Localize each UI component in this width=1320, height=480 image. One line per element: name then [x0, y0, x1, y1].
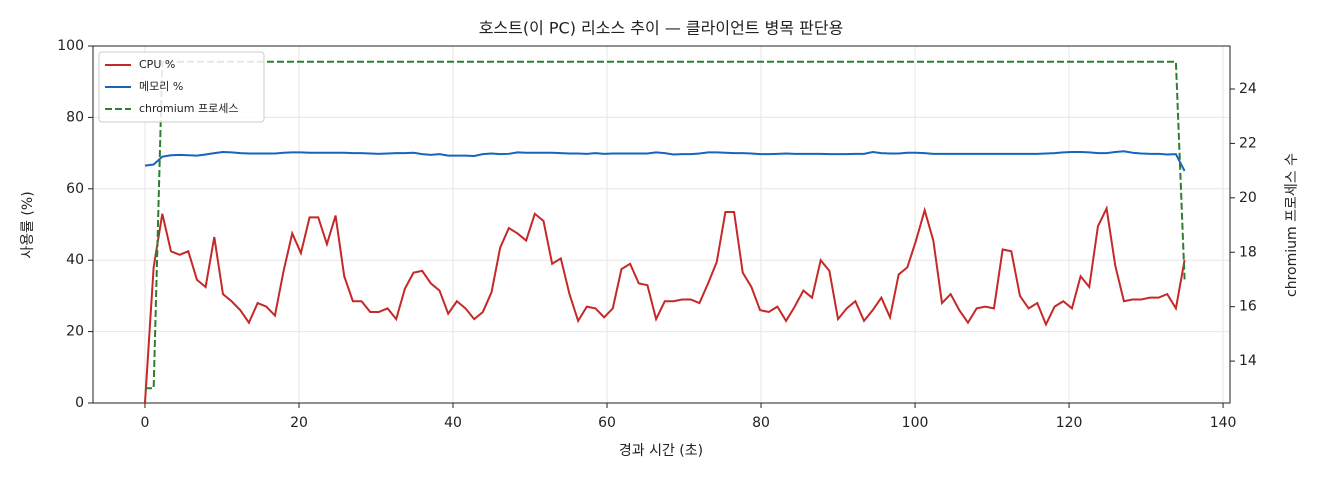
y-tick-label: 80: [66, 109, 84, 125]
legend: CPU % 메모리 % chromium 프로세스: [98, 51, 265, 123]
x-tick-label: 60: [598, 415, 616, 431]
x-tick-label: 0: [141, 415, 150, 431]
y-tick-label: 100: [57, 38, 84, 54]
legend-label: 메모리 %: [139, 80, 183, 93]
series-line: [143, 205, 1186, 404]
series-line: [144, 60, 1186, 390]
series-line: [144, 150, 1186, 172]
y-tick-label: 0: [75, 395, 84, 411]
legend-box: [98, 51, 265, 123]
plot-frame: [92, 45, 1231, 404]
y-tick-label: 60: [66, 181, 84, 197]
x-tick-label: 120: [1056, 415, 1083, 431]
legend-label: chromium 프로세스: [139, 102, 238, 115]
x-axis-label: 경과 시간 (초): [619, 443, 703, 459]
y2-tick-label: 18: [1239, 244, 1257, 260]
y-tick-label: 20: [66, 324, 84, 340]
y2-tick-label: 20: [1239, 190, 1257, 206]
y2-tick-label: 24: [1239, 81, 1257, 97]
x-tick-label: 40: [444, 415, 462, 431]
x-tick-label: 140: [1210, 415, 1237, 431]
chart-title: 호스트(이 PC) 리소스 추이 — 클라이언트 병목 판단용: [479, 19, 844, 38]
y-axis-label: 사용률 (%): [20, 191, 36, 258]
legend-label: CPU %: [139, 58, 175, 71]
x-tick-label: 80: [752, 415, 770, 431]
y-tick-label: 40: [66, 252, 84, 268]
y2-tick-label: 16: [1239, 299, 1257, 315]
x-tick-label: 20: [290, 415, 308, 431]
y2-axis-label: chromium 프로세스 수: [1284, 153, 1300, 297]
x-tick-label: 100: [902, 415, 929, 431]
y2-tick-label: 14: [1239, 353, 1257, 369]
y2-tick-label: 22: [1239, 135, 1257, 151]
